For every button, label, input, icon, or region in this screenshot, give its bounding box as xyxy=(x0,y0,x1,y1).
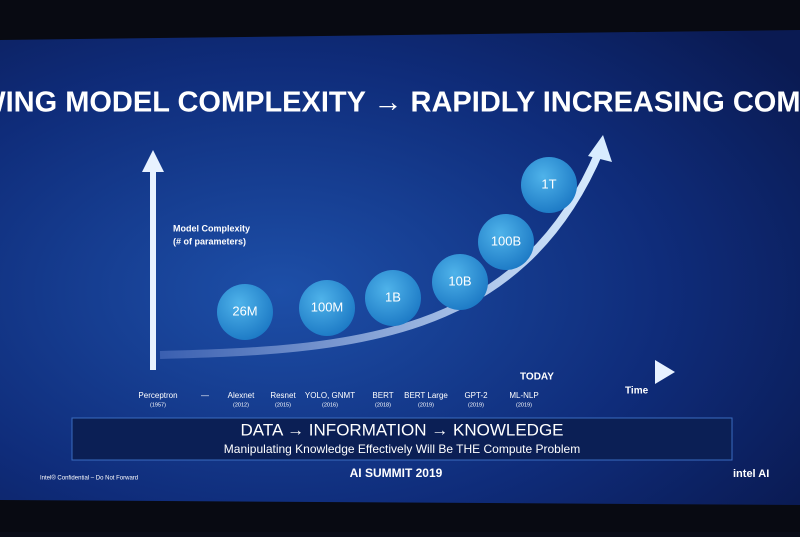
bubble xyxy=(365,270,421,326)
banner-headline: DATA → INFORMATION → KNOWLEDGE xyxy=(240,420,563,439)
bubble-label: 10B xyxy=(448,273,471,288)
y-arrow xyxy=(142,150,164,172)
timeline-name: BERT Large xyxy=(404,391,448,400)
timeline-year: (2019) xyxy=(468,402,484,408)
banner-subline: Manipulating Knowledge Effectively Will … xyxy=(224,442,580,456)
bubble xyxy=(521,157,577,213)
timeline-name: Resnet xyxy=(270,391,296,400)
timeline-name: GPT-2 xyxy=(464,391,488,400)
timeline-year: (1957) xyxy=(150,402,166,408)
logo: intel AI xyxy=(733,468,769,480)
confidential-note: Intel® Confidential – Do Not Forward xyxy=(40,475,138,482)
x-arrow xyxy=(655,360,675,384)
x-axis-label: Time xyxy=(625,386,649,397)
bubble xyxy=(217,284,273,340)
timeline-year: (2015) xyxy=(275,402,291,408)
y-axis-label: Model Complexity xyxy=(173,223,250,233)
timeline-name: BERT xyxy=(372,391,393,400)
today-label: TODAY xyxy=(520,372,554,383)
timeline-year: (2019) xyxy=(516,402,532,408)
timeline-name: — xyxy=(201,391,209,400)
timeline-name: YOLO, GNMT xyxy=(305,391,355,400)
timeline-year: (2012) xyxy=(233,402,249,408)
timeline-year: (2019) xyxy=(418,402,434,408)
bubble-label: 1B xyxy=(385,289,401,304)
y-axis-label: (# of parameters) xyxy=(173,236,246,246)
timeline-name: Alexnet xyxy=(228,391,255,400)
bubble xyxy=(432,254,488,310)
timeline-name: Perceptron xyxy=(138,391,177,400)
timeline-name: ML-NLP xyxy=(509,391,538,400)
title: GROWING MODEL COMPLEXITY → RAPIDLY INCRE… xyxy=(0,87,800,119)
bubble xyxy=(299,280,355,336)
bubble-label: 1T xyxy=(541,176,556,191)
bubble-label: 26M xyxy=(232,303,257,318)
bubble-label: 100M xyxy=(311,299,344,314)
banner xyxy=(71,417,733,461)
curve-arrow xyxy=(588,135,612,162)
bubble xyxy=(478,214,534,270)
timeline-year: (2016) xyxy=(322,402,338,408)
event-name: AI SUMMIT 2019 xyxy=(350,466,443,480)
growth-curve xyxy=(159,148,604,359)
timeline-year: (2018) xyxy=(375,402,391,408)
bubble-label: 100B xyxy=(491,233,521,248)
